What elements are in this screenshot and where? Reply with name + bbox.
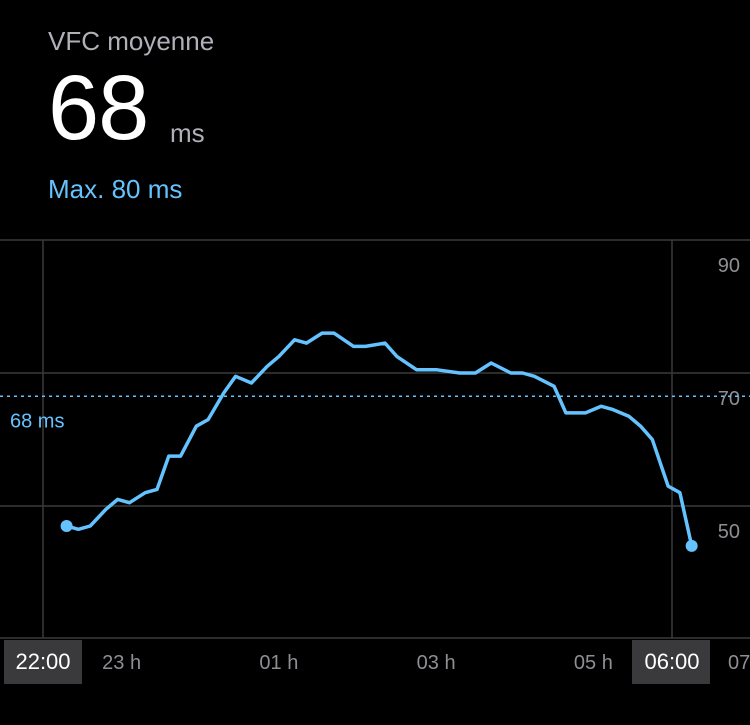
- y-axis-ticks: 90 70 50: [718, 255, 740, 543]
- hrv-line: [64, 331, 694, 548]
- max-value-label: Max. 80 ms: [48, 174, 183, 204]
- x-tick-label: 03 h: [417, 652, 456, 674]
- x-axis-ticks[interactable]: 22:00 23 h 01 h 03 h 05 h 06:00 07: [4, 640, 750, 684]
- x-tick-box: [632, 640, 710, 684]
- series-start-point: [60, 519, 73, 532]
- average-unit: ms: [170, 118, 205, 148]
- y-tick-label: 70: [718, 388, 740, 410]
- average-value: 68: [48, 57, 149, 159]
- hrv-series: [60, 331, 698, 552]
- x-tick-label: 22:00: [15, 649, 70, 674]
- x-tick-boxed[interactable]: 22:00: [4, 640, 82, 684]
- x-tick-label: 06:00: [644, 649, 699, 674]
- x-tick-label: 05 h: [574, 652, 613, 674]
- x-tick-label: 23 h: [102, 652, 141, 674]
- x-tick-boxed[interactable]: 06:00: [632, 640, 710, 684]
- series-end-point: [685, 539, 698, 552]
- y-tick-label: 50: [718, 521, 740, 543]
- chart-grid: [0, 239, 750, 639]
- average-reference: 68 ms: [0, 395, 750, 432]
- y-tick-label: 90: [718, 255, 740, 277]
- average-label: 68 ms: [10, 410, 64, 432]
- x-tick-label: 07: [728, 652, 750, 674]
- x-tick-label: 01 h: [259, 652, 298, 674]
- x-tick-box: [4, 640, 82, 684]
- metric-title: VFC moyenne: [48, 26, 215, 56]
